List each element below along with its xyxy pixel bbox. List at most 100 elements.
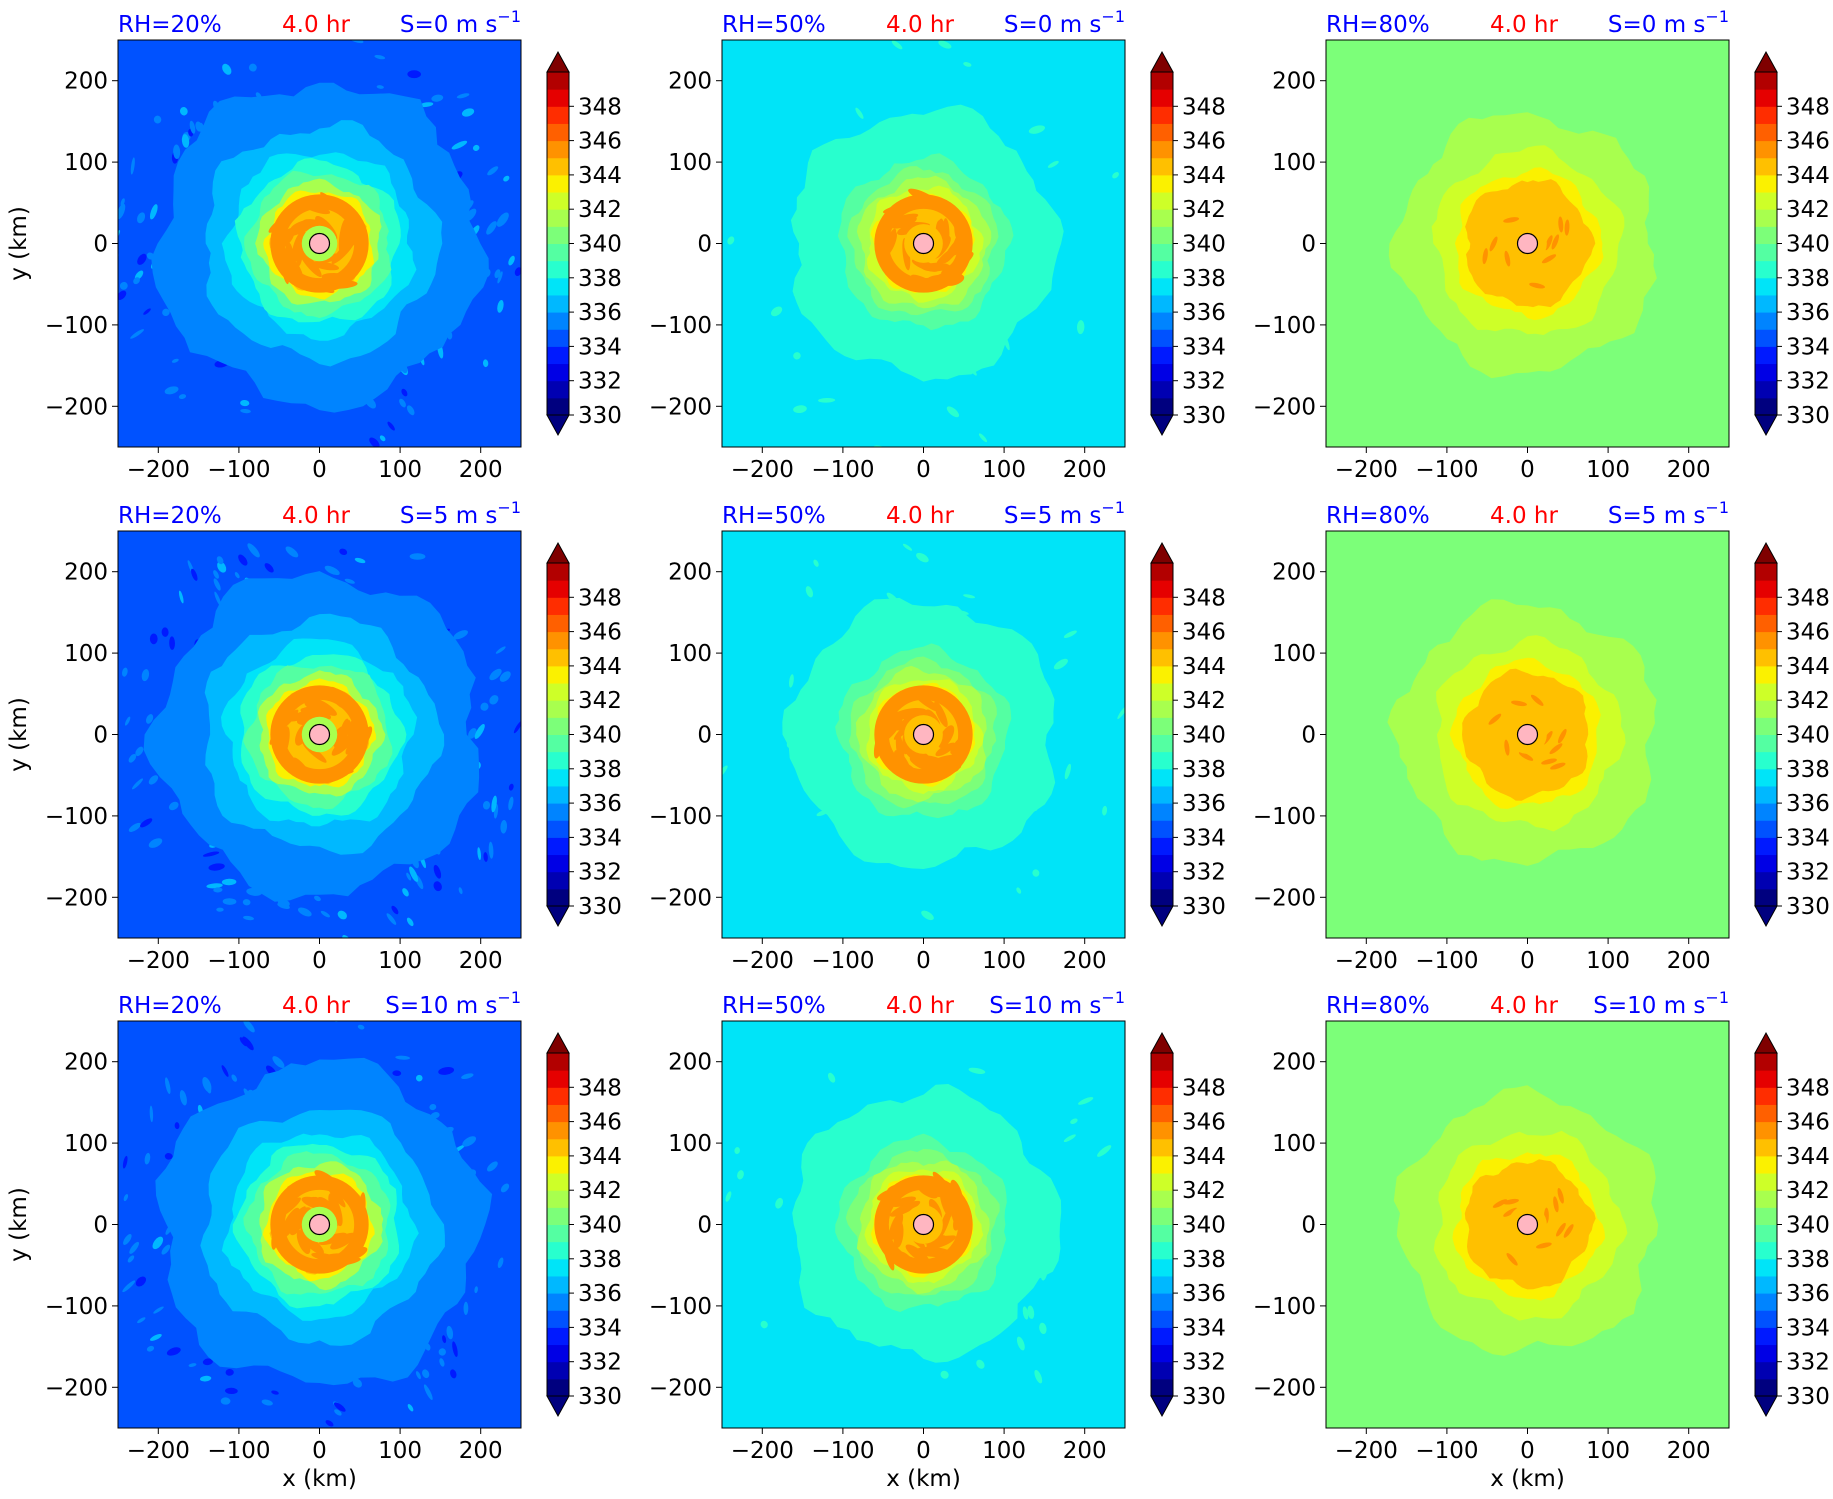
field-cell [500,820,508,834]
colorbar-extend-min [546,1395,570,1418]
colorbar-segment [1755,89,1777,107]
field-cell [123,1233,132,1245]
x-tick-label: 200 [459,1438,503,1464]
shear-label: S=0 m s−1 [1608,7,1729,38]
colorbar-tick-label: 348 [578,585,622,611]
field-cell [242,1036,254,1051]
colorbar-segment [1755,683,1777,701]
eyewall-ring [874,194,973,293]
colorbar-segment [1755,1344,1777,1363]
field-cell [402,888,409,897]
field-cell [386,913,397,925]
colorbar-segment [1755,580,1777,598]
field-cell [205,1082,212,1094]
shear-text: S=0 m s [1608,12,1706,38]
colorbar-segment [1755,106,1777,124]
field-cell [422,1369,430,1379]
field-cell [354,557,366,564]
colorbar-tick-label: 342 [578,197,622,223]
field-cell [242,899,251,906]
x-tick-label: 200 [459,457,503,483]
colorbar-segment [547,140,569,159]
colorbar-segment [1151,72,1173,90]
field-cell [213,570,219,579]
field-cell [133,277,140,285]
eyewall-band [935,742,956,757]
field-cell [148,775,159,785]
colorbar-extend-max [1754,50,1778,73]
eyewall-band [889,1200,921,1217]
colorbar-segment [1151,854,1173,873]
field-cell [195,121,203,132]
field-cell [508,796,514,811]
field-cell [482,359,489,368]
colorbar-extend-max [546,50,570,73]
colorbar-segment [547,751,569,770]
field-cell [722,765,728,779]
colorbar-segment [547,580,569,598]
x-tick-label: 100 [1586,457,1630,483]
shear-exponent: −1 [1705,7,1729,26]
field-cell [199,1375,212,1382]
time-label: 4.0 hr [1490,12,1558,38]
field-cell [805,586,814,598]
colorbar-tick-label: 342 [1786,688,1830,714]
shear-text: S=0 m s [1004,12,1102,38]
field-cell [261,1399,273,1406]
eyewall-band [331,733,356,756]
colorbar-segment [1755,380,1777,399]
x-tick-label: −200 [731,1438,794,1464]
colorbar-segment [547,837,569,856]
eyewall-band [936,245,960,266]
eyewall-band [909,756,936,773]
field-cell [1076,320,1085,335]
x-tick-label: 0 [1520,948,1535,974]
colorbar-segment [1755,1258,1777,1277]
y-tick-label: 100 [1272,641,1316,667]
field-cell [496,212,509,227]
colorbar-segment [547,1070,569,1088]
shear-exponent: −1 [1705,498,1729,517]
colorbar-segment [547,243,569,262]
time-label: 4.0 hr [1490,993,1558,1019]
field-cell [165,1077,171,1094]
colorbar-tick-label: 340 [1786,232,1830,258]
field-cell [191,568,198,581]
colorbar-tick-label: 336 [578,791,622,817]
shear-exponent: −1 [1705,988,1729,1007]
rh-label: RH=50% [722,993,826,1019]
eyewall-band [1557,728,1567,744]
colorbar-extend-max [1754,1031,1778,1054]
field-cell [344,578,355,584]
colorbar-extend-max [1150,541,1174,564]
field-cell [775,1197,784,1209]
colorbar-segment [1755,157,1777,176]
colorbar-segment [1755,397,1777,416]
colorbar-tick-label: 338 [1182,266,1226,292]
field-cell [968,1067,986,1074]
colorbar-segment [1151,768,1173,787]
colorbar-tick-label: 338 [578,1247,622,1273]
colorbar-segment [1755,277,1777,296]
colorbar-segment [547,768,569,787]
field-cell [494,269,501,279]
x-axis-label: x (km) [282,1466,357,1492]
field-cell [248,63,257,72]
eyewall-band [1506,1253,1518,1266]
field-cell [916,552,929,563]
colorbar-segment [547,597,569,615]
colorbar-segment [547,1087,569,1105]
y-tick-label: 0 [1301,1213,1316,1239]
x-tick-label: −100 [207,457,270,483]
colorbar-segment [1151,1224,1173,1243]
colorbar-tick-label: 348 [578,94,622,120]
colorbar-tick-label: 344 [578,654,622,680]
field-cell [161,1244,171,1255]
eyewall-band [300,707,332,720]
field-cell [938,40,952,49]
colorbar-tick-label: 344 [1182,654,1226,680]
eyewall-ring [270,1175,369,1274]
colorbar-tick-label: 348 [1786,94,1830,120]
field-cell [453,630,468,640]
y-tick-label: −100 [649,804,712,830]
